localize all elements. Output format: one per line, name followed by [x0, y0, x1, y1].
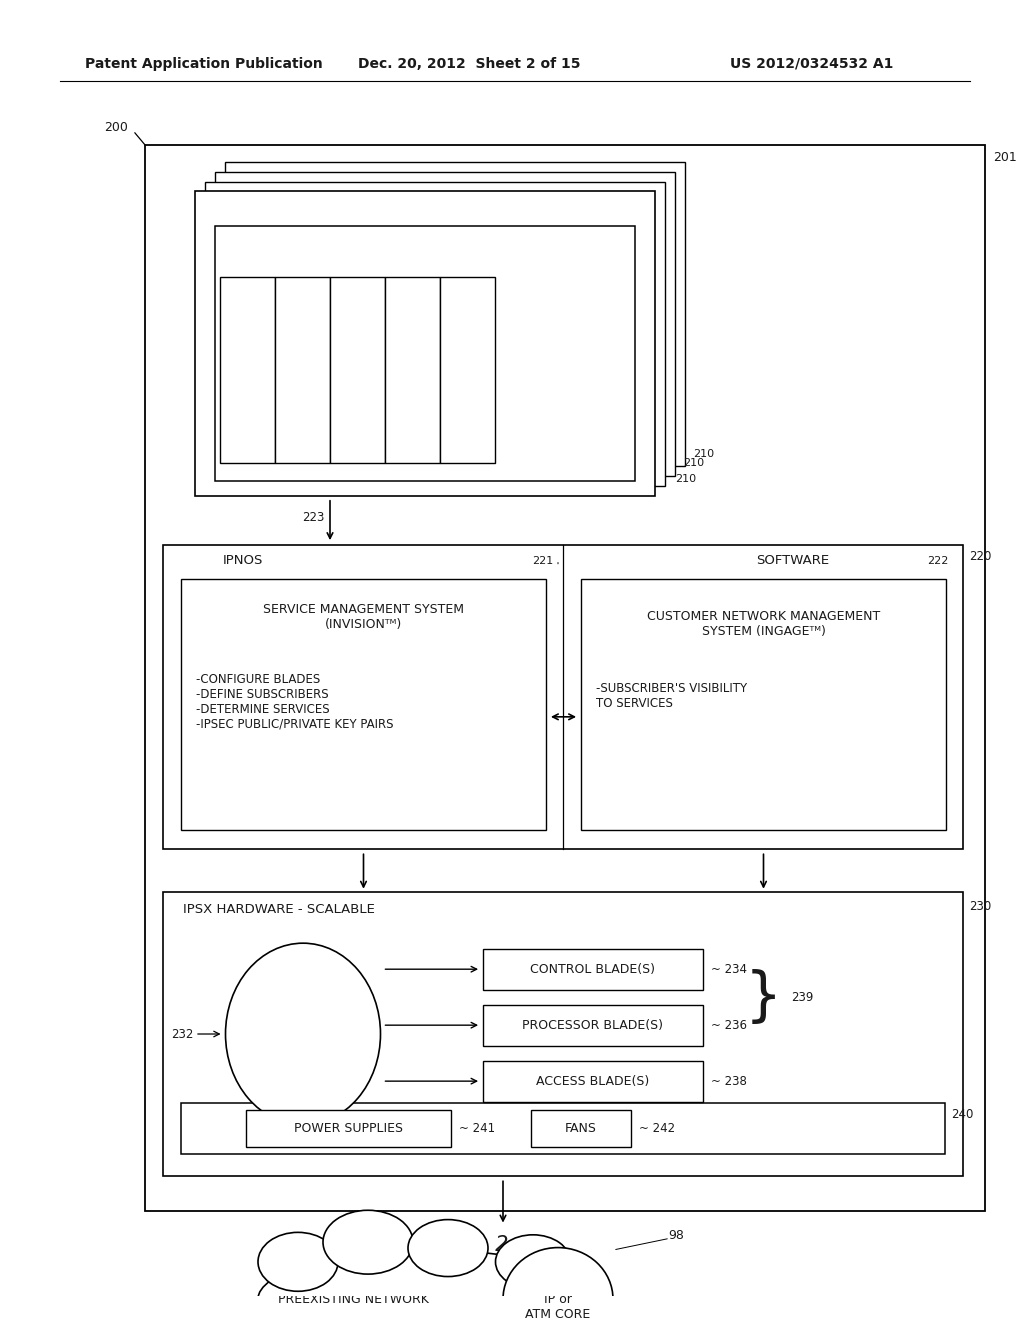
- Text: 239: 239: [791, 991, 813, 1003]
- Text: 212: 212: [222, 259, 244, 268]
- Bar: [163, 545, 963, 849]
- Bar: [440, 277, 495, 463]
- Text: 200: 200: [104, 121, 128, 135]
- Bar: [483, 949, 703, 990]
- Text: POWER SUPPLIES: POWER SUPPLIES: [294, 1122, 403, 1135]
- Bar: [246, 1110, 451, 1147]
- Text: Patent Application Publication: Patent Application Publication: [85, 57, 323, 71]
- Text: IPSX HARDWARE - SCALABLE: IPSX HARDWARE - SCALABLE: [183, 903, 375, 916]
- Text: PREEXISTING NETWORK: PREEXISTING NETWORK: [278, 1292, 428, 1305]
- Bar: [145, 145, 985, 1210]
- Text: IPNOS: IPNOS: [223, 554, 263, 568]
- Text: }: }: [744, 969, 781, 1026]
- Text: 210: 210: [675, 474, 696, 484]
- Text: 240: 240: [951, 1107, 974, 1121]
- Text: PROCESSOR BLADE(S): PROCESSOR BLADE(S): [522, 1019, 664, 1032]
- Bar: [581, 579, 946, 830]
- Ellipse shape: [403, 1317, 493, 1320]
- Text: -SUBSCRIBER'S VISIBILITY
TO SERVICES: -SUBSCRIBER'S VISIBILITY TO SERVICES: [596, 682, 748, 710]
- Text: CUSTOMER NETWORK MANAGEMENT
SYSTEM (INGAGEᵀᴹ): CUSTOMER NETWORK MANAGEMENT SYSTEM (INGA…: [647, 610, 880, 638]
- Text: 98: 98: [668, 1229, 684, 1242]
- Text: RING NETWORK OF: RING NETWORK OF: [247, 1027, 359, 1040]
- Text: ~ 234: ~ 234: [711, 962, 746, 975]
- Text: ACCESS BLADE(S): ACCESS BLADE(S): [537, 1074, 649, 1088]
- Ellipse shape: [258, 1250, 598, 1320]
- Ellipse shape: [496, 1234, 570, 1288]
- Text: 221: 221: [531, 556, 553, 566]
- Text: 215: 215: [382, 259, 403, 268]
- Text: SPs
IP or
ATM CORE: SPs IP or ATM CORE: [525, 1278, 591, 1320]
- Text: 220: 220: [969, 550, 991, 564]
- Bar: [205, 182, 665, 486]
- Text: 232: 232: [171, 1027, 193, 1040]
- Ellipse shape: [288, 1316, 368, 1320]
- Ellipse shape: [408, 1220, 488, 1276]
- Text: 210: 210: [693, 449, 714, 458]
- Bar: [181, 1102, 945, 1154]
- Text: FIREWALL: FIREWALL: [352, 343, 362, 397]
- Text: SOFTWARE: SOFTWARE: [757, 554, 829, 568]
- Ellipse shape: [258, 1233, 338, 1291]
- Text: ~ 241: ~ 241: [459, 1122, 496, 1135]
- Text: 211: 211: [624, 202, 645, 211]
- Text: -CONFIGURE BLADES
-DEFINE SUBSCRIBERS
-DETERMINE SERVICES
-IPSEC PUBLIC/PRIVATE : -CONFIGURE BLADES -DEFINE SUBSCRIBERS -D…: [196, 673, 393, 731]
- Text: Fig. 2: Fig. 2: [452, 1236, 509, 1255]
- Bar: [195, 191, 655, 496]
- Text: ~ 242: ~ 242: [639, 1122, 675, 1135]
- Bar: [275, 277, 330, 463]
- Text: 201: 201: [993, 150, 1017, 164]
- Text: 223: 223: [302, 511, 325, 524]
- Text: US 2012/0324532 A1: US 2012/0324532 A1: [730, 57, 893, 71]
- Text: 213: 213: [272, 259, 294, 268]
- Bar: [220, 277, 275, 463]
- Text: ~ 236: ~ 236: [711, 1019, 746, 1032]
- Text: ROUTING: ROUTING: [243, 345, 253, 396]
- Text: 230: 230: [969, 900, 991, 913]
- Bar: [225, 162, 685, 466]
- Text: PACKET
FILTERING: PACKET FILTERING: [292, 342, 313, 399]
- Text: 222: 222: [927, 556, 948, 566]
- Bar: [483, 1005, 703, 1045]
- Text: CONTROL BLADE(S): CONTROL BLADE(S): [530, 962, 655, 975]
- Bar: [330, 277, 385, 463]
- Text: 210: 210: [683, 458, 705, 469]
- Ellipse shape: [503, 1247, 613, 1320]
- Bar: [531, 1110, 631, 1147]
- Text: ~ 238: ~ 238: [711, 1074, 746, 1088]
- Bar: [483, 1060, 703, 1102]
- Text: NETWORK
ADDRESS
TRANSLATION: NETWORK ADDRESS TRANSLATION: [396, 331, 429, 409]
- Bar: [215, 226, 635, 482]
- Bar: [181, 579, 546, 830]
- Bar: [163, 891, 963, 1176]
- Text: Dec. 20, 2012  Sheet 2 of 15: Dec. 20, 2012 Sheet 2 of 15: [358, 57, 581, 71]
- Ellipse shape: [225, 944, 381, 1125]
- Bar: [385, 277, 440, 463]
- Ellipse shape: [323, 1210, 413, 1274]
- Bar: [215, 172, 675, 477]
- Text: SERVICE MANAGEMENT SYSTEM
(INVISIONᵀᴹ): SERVICE MANAGEMENT SYSTEM (INVISIONᵀᴹ): [263, 603, 464, 631]
- Text: 214: 214: [323, 259, 344, 268]
- Ellipse shape: [513, 1309, 583, 1320]
- Text: ...: ...: [463, 364, 472, 376]
- Text: FANS: FANS: [565, 1122, 597, 1135]
- Text: OBJECT GROUP: OBJECT GROUP: [230, 234, 331, 247]
- Text: VIRTUAL  ROUTER: VIRTUAL ROUTER: [215, 202, 339, 216]
